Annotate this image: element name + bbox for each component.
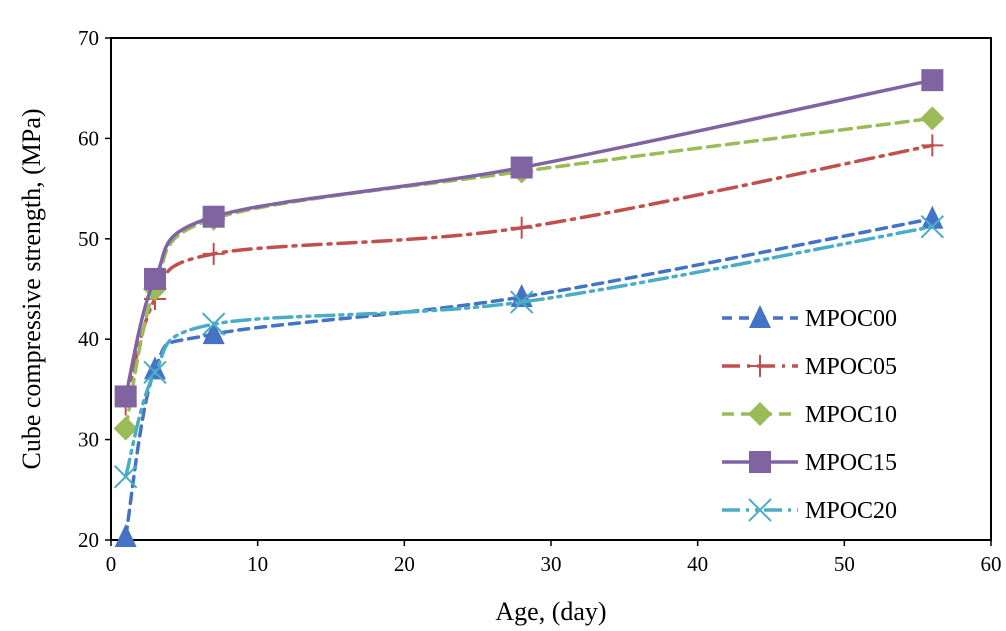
- y-tick-label: 20: [78, 528, 99, 552]
- x-tick-label: 10: [247, 552, 268, 576]
- series-line: [123, 78, 935, 399]
- data-point-triangle: [114, 523, 137, 547]
- series-line: [123, 143, 935, 407]
- legend-label: MPOC00: [805, 306, 897, 332]
- series-mpoc20: [113, 215, 945, 489]
- data-point-plus: [510, 216, 533, 239]
- legend-marker-plus: [749, 355, 771, 377]
- x-tick-label: 0: [106, 552, 117, 576]
- legend-label: MPOC05: [805, 354, 897, 380]
- data-point-diamond: [113, 416, 138, 441]
- data-point-square: [144, 267, 166, 290]
- x-tick-label: 30: [541, 552, 562, 576]
- data-point-plus: [202, 242, 225, 265]
- data-point-x: [113, 465, 138, 489]
- y-tick-label: 60: [78, 126, 99, 150]
- legend-entry: MPOC15: [722, 450, 897, 476]
- data-point-triangle: [921, 205, 944, 229]
- x-tick-label: 20: [394, 552, 415, 576]
- x-tick-label: 60: [981, 552, 1002, 576]
- legend-entry: MPOC20: [722, 498, 897, 524]
- legend-entry: MPOC10: [722, 402, 897, 428]
- y-tick-label: 70: [78, 26, 99, 50]
- legend-entry: MPOC05: [722, 354, 897, 380]
- x-tick-label: 50: [834, 552, 855, 576]
- legend-marker-diamond: [748, 402, 772, 426]
- y-axis-label: Cube compressive strength, (MPa): [17, 108, 46, 469]
- data-point-square: [202, 205, 225, 228]
- data-point-x: [920, 215, 945, 239]
- plot-area: 0 10 20 30 40 50 60 20 30 40 50 60 70 MPOC00 MPOC05 MPO…: [78, 26, 1002, 576]
- data-point-x: [201, 312, 226, 336]
- y-tick-label: 30: [78, 428, 99, 452]
- data-point-triangle: [202, 321, 225, 345]
- data-point-triangle: [144, 356, 166, 380]
- legend-marker-square: [749, 451, 771, 473]
- legend-label: MPOC20: [805, 498, 897, 524]
- data-point-x: [143, 360, 167, 385]
- series-mpoc00: [114, 205, 944, 547]
- series-mpoc10: [113, 106, 945, 441]
- legend-label: MPOC15: [805, 450, 897, 476]
- y-tick-label: 50: [78, 227, 99, 251]
- series-line: [123, 216, 935, 539]
- data-point-plus: [921, 134, 944, 157]
- data-point-square: [114, 385, 137, 408]
- legend-marker-x: [748, 498, 772, 522]
- legend-label: MPOC10: [805, 402, 897, 428]
- series-line: [123, 225, 935, 479]
- data-point-x: [509, 290, 534, 314]
- legend-entry: MPOC00: [722, 305, 897, 332]
- data-point-square: [510, 156, 533, 179]
- legend-marker-triangle: [749, 305, 771, 328]
- data-point-square: [921, 69, 944, 92]
- series-mpoc15: [114, 69, 944, 408]
- y-tick-label: 40: [78, 327, 99, 351]
- data-point-diamond: [920, 106, 945, 131]
- x-axis-label: Age, (day): [495, 597, 606, 626]
- x-tick-label: 40: [687, 552, 708, 576]
